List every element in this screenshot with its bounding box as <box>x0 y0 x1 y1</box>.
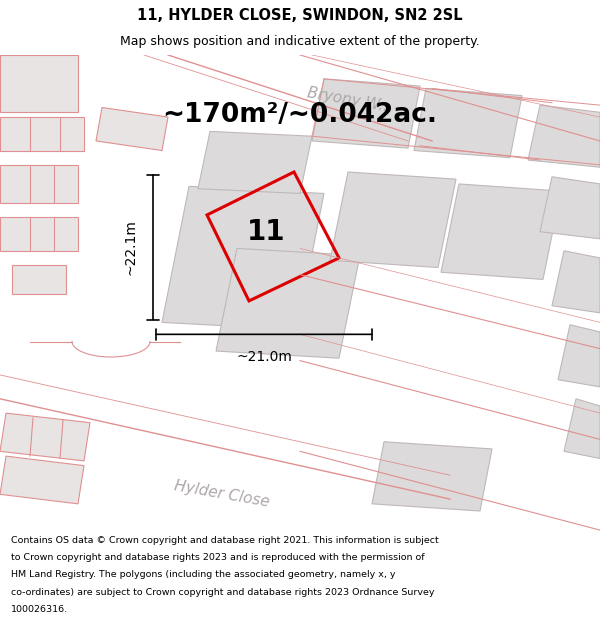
Polygon shape <box>540 177 600 239</box>
Polygon shape <box>96 107 168 151</box>
Polygon shape <box>414 88 522 158</box>
Polygon shape <box>552 251 600 313</box>
Polygon shape <box>0 456 84 504</box>
Polygon shape <box>0 217 78 251</box>
Text: HM Land Registry. The polygons (including the associated geometry, namely x, y: HM Land Registry. The polygons (includin… <box>11 571 395 579</box>
Text: Map shows position and indicative extent of the property.: Map shows position and indicative extent… <box>120 35 480 48</box>
Polygon shape <box>0 55 78 112</box>
Polygon shape <box>0 165 78 203</box>
Text: ~21.0m: ~21.0m <box>236 350 292 364</box>
Polygon shape <box>528 105 600 168</box>
Polygon shape <box>558 325 600 387</box>
Text: to Crown copyright and database rights 2023 and is reproduced with the permissio: to Crown copyright and database rights 2… <box>11 553 424 562</box>
Text: Bryony W...: Bryony W... <box>306 86 394 116</box>
Text: Contains OS data © Crown copyright and database right 2021. This information is : Contains OS data © Crown copyright and d… <box>11 536 439 545</box>
Polygon shape <box>216 248 360 358</box>
Polygon shape <box>0 117 84 151</box>
Text: co-ordinates) are subject to Crown copyright and database rights 2023 Ordnance S: co-ordinates) are subject to Crown copyr… <box>11 588 434 596</box>
Polygon shape <box>441 184 561 279</box>
Text: 100026316.: 100026316. <box>11 604 68 614</box>
Polygon shape <box>0 413 90 461</box>
Polygon shape <box>162 186 324 329</box>
Polygon shape <box>330 172 456 268</box>
Polygon shape <box>372 442 492 511</box>
Text: 11: 11 <box>247 217 286 246</box>
Text: ~170m²/~0.042ac.: ~170m²/~0.042ac. <box>163 102 437 127</box>
Text: Hylder Close: Hylder Close <box>173 479 271 510</box>
Polygon shape <box>12 265 66 294</box>
Polygon shape <box>198 131 312 194</box>
Text: 11, HYLDER CLOSE, SWINDON, SN2 2SL: 11, HYLDER CLOSE, SWINDON, SN2 2SL <box>137 8 463 23</box>
Polygon shape <box>564 399 600 459</box>
Polygon shape <box>312 79 420 148</box>
Text: ~22.1m: ~22.1m <box>123 219 137 275</box>
